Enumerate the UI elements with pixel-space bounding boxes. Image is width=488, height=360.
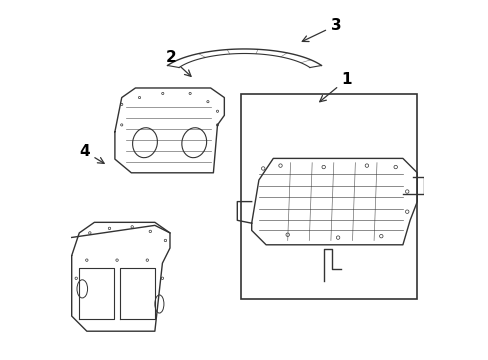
Bar [241, 94, 416, 299]
Text: 2: 2 [165, 50, 191, 76]
Text: 3: 3 [302, 18, 341, 41]
Text: 4: 4 [79, 144, 104, 163]
Text: 1: 1 [319, 72, 351, 102]
